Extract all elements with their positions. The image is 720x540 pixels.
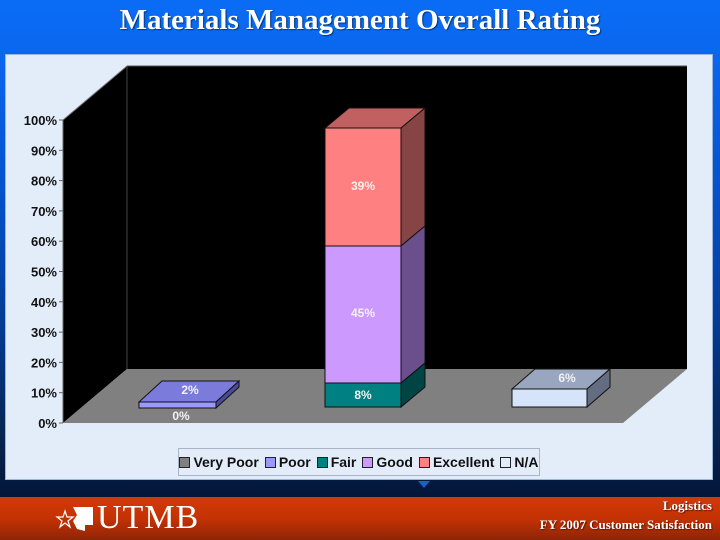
legend-swatch-poor	[264, 456, 276, 468]
legend-item-excellent: Excellent	[418, 454, 495, 470]
y-tick-label: 60%	[31, 234, 57, 249]
legend-label: Excellent	[432, 454, 495, 470]
utmb-logo: UTMB	[55, 500, 199, 536]
y-tick-label: 90%	[31, 143, 57, 158]
y-axis: 0% 10% 20% 30% 40% 50% 60% 70% 80% 90% 100%	[24, 113, 64, 431]
y-tick-label: 30%	[31, 325, 57, 340]
y-tick-label: 50%	[31, 265, 57, 280]
label-poor: 2%	[181, 383, 199, 397]
label-very-poor: 0%	[172, 409, 190, 423]
label-fair: 8%	[354, 388, 372, 402]
legend-label: Good	[376, 454, 413, 470]
legend-swatch-very-poor	[179, 456, 191, 468]
legend-item-poor: Poor	[264, 454, 311, 470]
chart-side-wall	[63, 66, 127, 423]
legend-label: Fair	[330, 454, 357, 470]
legend-item-fair: Fair	[316, 454, 357, 470]
legend-swatch-na	[500, 456, 512, 468]
texas-star-icon	[55, 507, 93, 531]
label-na: 6%	[558, 371, 576, 385]
chart-legend: Very Poor Poor Fair Good Excellent N/A	[178, 448, 540, 476]
footer-survey-title: FY 2007 Customer Satisfaction	[539, 517, 712, 532]
bar-stacked	[323, 106, 427, 409]
legend-label: Poor	[278, 454, 311, 470]
legend-item-good: Good	[362, 454, 413, 470]
legend-label: Very Poor	[193, 454, 259, 470]
y-tick-label: 100%	[24, 113, 58, 128]
footer-bar	[0, 497, 720, 540]
panel-notch	[418, 481, 430, 488]
legend-label: N/A	[514, 454, 539, 470]
label-excellent: 39%	[351, 179, 375, 193]
legend-swatch-fair	[316, 456, 328, 468]
legend-item-na: N/A	[500, 454, 539, 470]
logo-text: UTMB	[97, 499, 200, 536]
footer-department: Logistics	[662, 498, 712, 513]
bar-poor	[137, 379, 241, 410]
y-tick-label: 20%	[31, 355, 57, 370]
y-tick-label: 10%	[31, 386, 57, 401]
y-tick-label: 70%	[31, 204, 57, 219]
label-good: 45%	[351, 306, 375, 320]
legend-swatch-good	[362, 456, 374, 468]
legend-item-very-poor: Very Poor	[179, 454, 259, 470]
legend-swatch-excellent	[418, 456, 430, 468]
y-tick-label: 40%	[31, 295, 57, 310]
bar-na	[510, 367, 612, 409]
y-tick-label: 0%	[38, 416, 57, 431]
y-tick-label: 80%	[31, 174, 57, 189]
slide-title: Materials Management Overall Rating	[119, 4, 601, 36]
